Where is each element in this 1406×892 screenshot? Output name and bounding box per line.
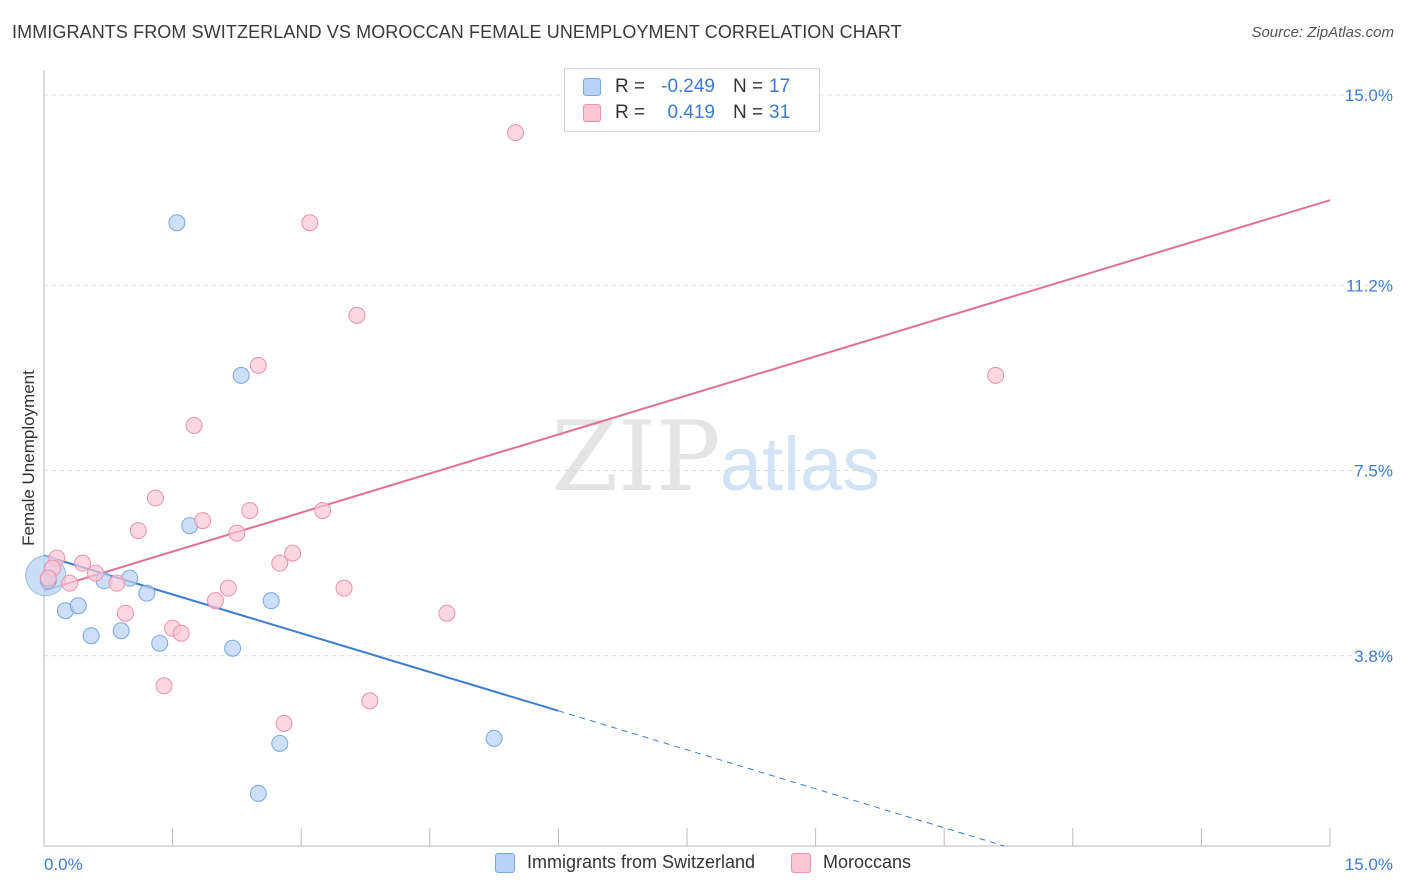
legend-row-moroccans: R = 0.419 N = 31 [583,100,790,126]
legend-swatch-pink [791,852,812,873]
legend-r-value: 0.419 [667,102,715,123]
chart-title: IMMIGRANTS FROM SWITZERLAND VS MOROCCAN … [12,22,902,42]
point-moroccans [206,592,224,610]
point-moroccans [438,604,456,622]
point-moroccans [314,502,332,520]
y-tick-label: 15.0% [1345,86,1393,105]
point-switzerland [82,627,100,645]
point-moroccans [129,522,147,540]
point-moroccans [249,356,267,374]
point-moroccans [219,579,237,597]
legend-swatch-blue [583,78,601,96]
trend-line-switzerland-extension [558,710,1005,847]
point-moroccans [172,624,190,642]
legend-n-label: N = [733,76,764,97]
legend-n-value: 17 [769,76,791,97]
point-moroccans [228,524,246,542]
legend-item-moroccans: Moroccans [791,852,911,873]
point-moroccans [241,502,259,520]
point-moroccans [86,564,104,582]
x-tick-label: 0.0% [44,855,83,874]
point-switzerland [224,639,242,657]
point-moroccans [301,214,319,232]
point-switzerland [138,584,156,602]
point-switzerland [249,784,267,802]
y-tick-label: 7.5% [1354,462,1393,481]
x-tick-label: 15.0% [1345,855,1393,874]
point-moroccans [335,579,353,597]
point-moroccans [987,366,1005,384]
watermark-atlas: atlas [720,422,881,507]
point-moroccans [284,544,302,562]
point-moroccans [146,489,164,507]
legend-r-label: R = [615,102,646,123]
legend-label-moroccans: Moroccans [823,852,912,872]
chart-source: Source: ZipAtlas.com [1251,24,1394,41]
correlation-legend: R = -0.249 N = 17 R = 0.419 N = 31 [564,68,820,132]
point-moroccans [155,677,173,695]
point-moroccans [39,569,57,587]
legend-row-switzerland: R = -0.249 N = 17 [583,74,790,100]
point-moroccans [507,124,525,142]
point-moroccans [108,574,126,592]
point-switzerland [151,634,169,652]
point-moroccans [74,554,92,572]
point-moroccans [275,714,293,732]
legend-r-label: R = [615,76,646,97]
y-tick-label: 11.2% [1346,276,1393,295]
y-axis-label: Female Unemployment [19,370,38,546]
watermark-zip: ZIP [551,401,720,513]
point-switzerland [485,729,503,747]
point-switzerland [69,597,87,615]
point-moroccans [361,692,379,710]
legend-item-switzerland: Immigrants from Switzerland [494,852,756,873]
point-switzerland [271,734,289,752]
point-switzerland [232,366,250,384]
point-switzerland [112,622,130,640]
legend-n-value: 31 [769,102,791,123]
legend-swatch-blue [494,852,515,873]
series-legend: Immigrants from Switzerland Moroccans [0,852,1406,873]
point-moroccans [348,306,366,324]
legend-swatch-pink [583,104,601,122]
point-switzerland [262,592,280,610]
point-moroccans [116,604,134,622]
legend-r-value: -0.249 [661,76,715,97]
point-moroccans [194,512,212,530]
point-switzerland [168,214,186,232]
y-tick-label: 3.8% [1354,647,1393,666]
point-moroccans [61,574,79,592]
trend-line-moroccans [43,199,1331,592]
legend-n-label: N = [733,102,764,123]
point-moroccans [271,554,289,572]
point-moroccans [185,416,203,434]
legend-label-switzerland: Immigrants from Switzerland [526,852,756,872]
